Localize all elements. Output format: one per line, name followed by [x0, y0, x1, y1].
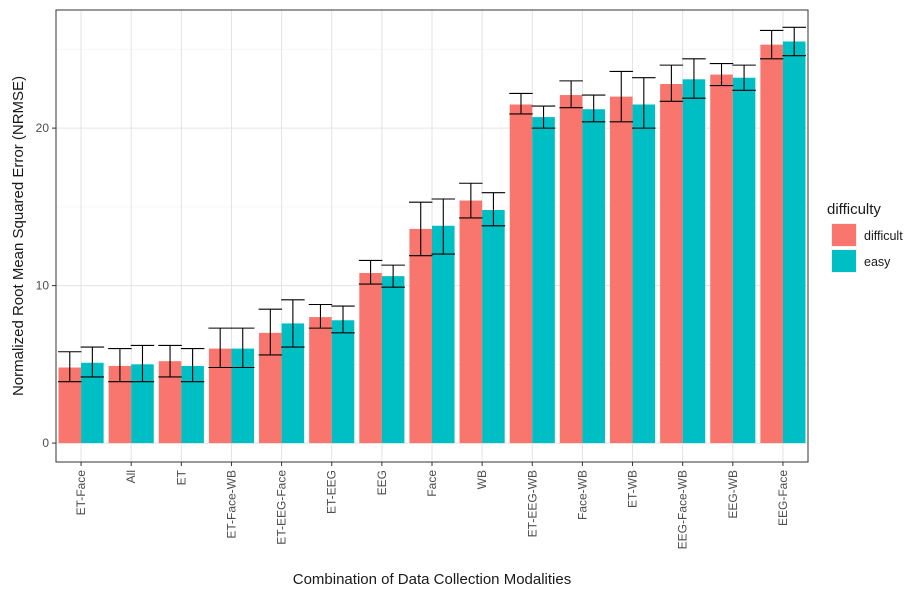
bar-easy-et: [181, 365, 204, 444]
error-bar-easy-eeg-face: [782, 26, 806, 57]
x-tick-layer: ET-Face All ET ET-Face-WB ET-EEG-Face ET-EEG E…: [74, 462, 790, 549]
x-tick-label: ET-Face: [74, 470, 88, 516]
bar-easy-face-wb: [582, 109, 605, 444]
bar-difficult-et-eeg: [309, 317, 332, 444]
legend-title: difficulty: [827, 201, 881, 218]
x-tick-label: EEG-Face: [776, 470, 790, 526]
bar-difficult-eeg-wb: [710, 74, 733, 444]
bar-layer: [58, 41, 806, 444]
x-tick-label: ET-EEG-Face: [275, 470, 289, 545]
bar-easy-et-eeg-face: [281, 323, 305, 444]
y-tick-layer: 0 10 20: [36, 121, 56, 450]
bar-difficult-et-face: [58, 367, 82, 444]
bar-easy-et-face: [81, 362, 104, 444]
error-bar-easy-et-eeg-wb: [531, 105, 556, 129]
x-tick-label: ET-WB: [626, 470, 640, 508]
error-bar-difficult-eeg-wb: [709, 62, 734, 87]
legend-items: difficult easy: [831, 223, 903, 273]
x-axis-title: Combination of Data Collection Modalitie…: [293, 571, 571, 588]
error-bar-difficult-all: [108, 348, 132, 383]
error-bar-easy-et-eeg: [331, 305, 355, 334]
bar-difficult-face-wb: [559, 95, 583, 444]
error-bar-easy-et-face-wb: [231, 327, 255, 369]
x-tick-label: EEG-WB: [726, 470, 740, 519]
bar-difficult-eeg-face-wb: [660, 84, 683, 444]
bar-difficult-et: [158, 361, 182, 444]
y-axis-title: Normalized Root Mean Squared Error (NRMS…: [10, 76, 27, 396]
error-bar-easy-all: [130, 344, 155, 383]
error-bar-easy-eeg-face-wb: [682, 58, 706, 99]
bar-easy-face: [432, 225, 455, 444]
bar-difficult-et-eeg-wb: [509, 104, 533, 444]
bar-easy-eeg-face: [782, 41, 806, 444]
error-bar-difficult-et-eeg: [308, 303, 333, 329]
error-bar-easy-face-wb: [581, 94, 606, 123]
error-bar-easy-eeg: [381, 264, 405, 288]
bar-difficult-eeg: [359, 273, 382, 444]
y-tick-label: 20: [36, 121, 50, 135]
x-tick-label: EEG-Face-WB: [676, 470, 690, 549]
legend-swatch-easy: [832, 250, 856, 272]
bar-easy-et-eeg: [331, 320, 355, 444]
bar-easy-eeg-wb: [732, 77, 756, 444]
x-tick-label: EEG: [375, 470, 389, 495]
legend-swatch-difficult: [832, 224, 856, 246]
legend-label-difficult: difficult: [864, 229, 903, 243]
y-tick-label: 0: [42, 436, 49, 450]
bar-difficult-et-eeg-face: [259, 332, 282, 444]
error-bar-difficult-et-eeg-face: [258, 308, 283, 356]
error-bar-difficult-face: [408, 201, 433, 257]
bar-difficult-et-wb: [609, 96, 633, 444]
x-tick-label: WB: [475, 470, 489, 489]
error-bar-difficult-eeg-face-wb: [659, 64, 684, 102]
error-bar-easy-wb: [481, 192, 506, 227]
bar-difficult-et-face-wb: [208, 348, 232, 444]
bar-difficult-eeg-face: [760, 44, 783, 444]
bar-easy-eeg: [381, 276, 405, 444]
bar-easy-wb: [482, 210, 505, 444]
bar-easy-all: [131, 364, 154, 444]
bar-difficult-face: [409, 228, 432, 444]
legend-label-easy: easy: [864, 255, 891, 269]
error-bar-difficult-et-eeg-wb: [509, 92, 533, 115]
error-bar-difficult-face-wb: [559, 80, 583, 109]
error-bar-easy-et-wb: [632, 77, 656, 129]
error-bar-easy-et: [180, 348, 205, 383]
bar-easy-et-wb: [632, 104, 656, 444]
error-bar-difficult-wb: [459, 182, 483, 219]
bar-difficult-wb: [459, 200, 483, 444]
bar-easy-et-eeg-wb: [532, 117, 555, 444]
error-bar-easy-face: [431, 198, 456, 255]
bar-easy-eeg-face-wb: [682, 79, 706, 444]
x-tick-label: Face: [425, 470, 439, 497]
error-bar-difficult-et-wb: [609, 70, 633, 123]
legend: difficulty difficult easy: [827, 201, 903, 273]
error-bar-difficult-eeg-face: [759, 29, 784, 60]
x-tick-label: ET-EEG-WB: [525, 470, 539, 537]
error-bar-difficult-eeg: [358, 259, 383, 285]
error-bar-easy-et-face: [80, 346, 105, 378]
x-tick-label: ET-Face-WB: [224, 470, 238, 539]
x-tick-label: ET-EEG: [325, 470, 339, 514]
error-bar-easy-eeg-wb: [732, 64, 756, 91]
error-bar-difficult-et: [158, 344, 182, 378]
error-bar-easy-et-eeg-face: [281, 299, 305, 348]
x-tick-label: All: [124, 470, 138, 483]
error-bar-difficult-et-face: [58, 351, 82, 383]
y-tick-label: 10: [36, 279, 50, 293]
error-bar-layer: [58, 26, 806, 383]
bar-easy-et-face-wb: [231, 348, 255, 444]
x-tick-label: Face-WB: [575, 470, 589, 520]
x-tick-label: ET: [174, 469, 188, 485]
error-bar-difficult-et-face-wb: [208, 327, 232, 369]
bar-difficult-all: [108, 365, 132, 444]
